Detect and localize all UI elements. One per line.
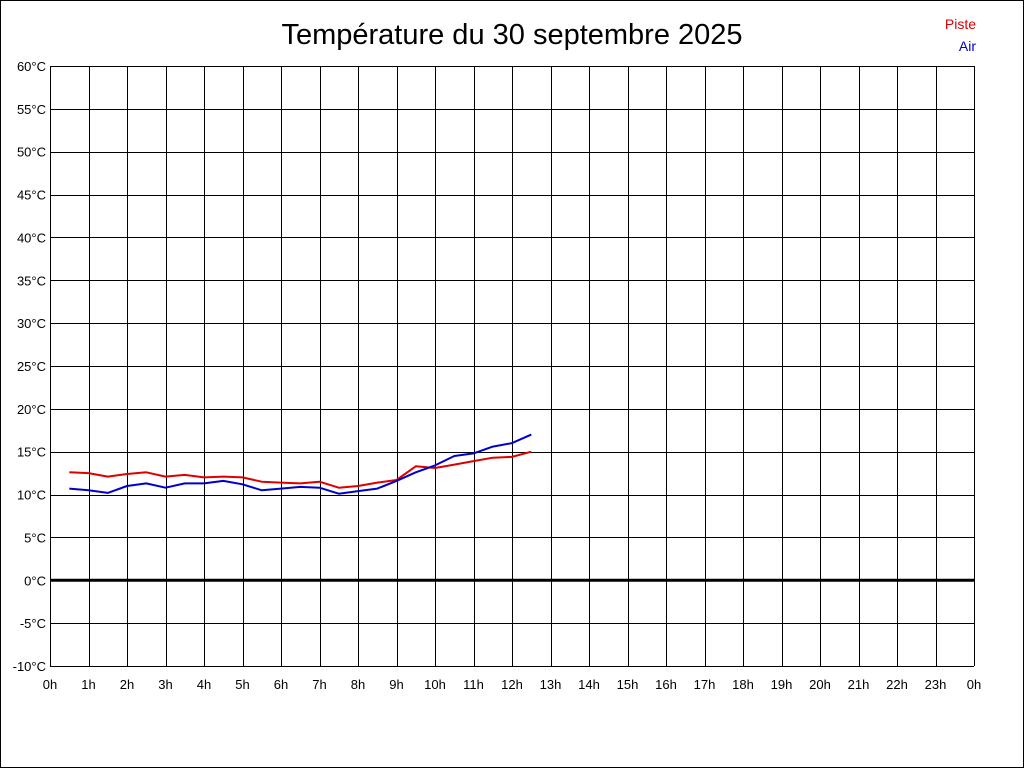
x-tick-label: 12h: [501, 677, 523, 692]
series-lines: [69, 433, 532, 495]
x-tick-label: 23h: [925, 677, 947, 692]
x-tick-label: 17h: [694, 677, 716, 692]
series-line-piste: [69, 450, 532, 489]
y-tick-label: 0°C: [24, 573, 46, 588]
x-tick-label: 8h: [351, 677, 365, 692]
x-tick-label: 19h: [771, 677, 793, 692]
y-tick-label: 10°C: [17, 488, 46, 503]
y-tick-label: 25°C: [17, 359, 46, 374]
y-tick-label: 20°C: [17, 402, 46, 417]
y-tick-label: -10°C: [13, 659, 46, 674]
x-tick-label: 14h: [578, 677, 600, 692]
x-tick-label: 22h: [886, 677, 908, 692]
y-tick-label: 30°C: [17, 316, 46, 331]
x-tick-label: 0h: [967, 677, 981, 692]
x-tick-label: 16h: [655, 677, 677, 692]
chart-title: Température du 30 septembre 2025: [281, 19, 743, 51]
x-tick-label: 2h: [120, 677, 134, 692]
y-tick-label: 5°C: [24, 530, 46, 545]
x-tick-label: 5h: [235, 677, 249, 692]
x-tick-label: 15h: [617, 677, 639, 692]
legend-entry-piste: Piste: [944, 16, 976, 32]
y-tick-label: 15°C: [17, 445, 46, 460]
x-tick-label: 4h: [197, 677, 211, 692]
x-tick-label: 9h: [389, 677, 403, 692]
x-tick-label: 13h: [540, 677, 562, 692]
x-tick-label: 3h: [158, 677, 172, 692]
x-tick-label: 11h: [463, 677, 484, 692]
x-tick-label: 10h: [424, 677, 446, 692]
legend: Piste Air: [945, 13, 976, 57]
x-tick-label: 21h: [848, 677, 870, 692]
y-tick-label: 40°C: [17, 230, 46, 245]
y-tick-label: 35°C: [17, 273, 46, 288]
x-tick-label: 6h: [274, 677, 288, 692]
y-tick-label: 45°C: [17, 188, 46, 203]
x-tick-label: 1h: [81, 677, 95, 692]
legend-entry-air: Air: [958, 38, 976, 54]
y-tick-label: 55°C: [17, 102, 46, 117]
x-tick-label: 7h: [312, 677, 326, 692]
y-tick-label: 60°C: [17, 59, 46, 74]
grid: [50, 66, 975, 667]
tick-labels: 0h 1h 2h 3h 4h 5h 6h 7h 8h 9h 10h 11h 12h 13h 14h 15h 16…: [13, 59, 982, 692]
y-tick-label: -5°C: [20, 616, 46, 631]
y-tick-label: 50°C: [17, 145, 46, 160]
x-tick-label: 0h: [43, 677, 57, 692]
x-tick-label: 18h: [732, 677, 754, 692]
x-tick-label: 20h: [809, 677, 831, 692]
series-line-air: [69, 433, 532, 495]
